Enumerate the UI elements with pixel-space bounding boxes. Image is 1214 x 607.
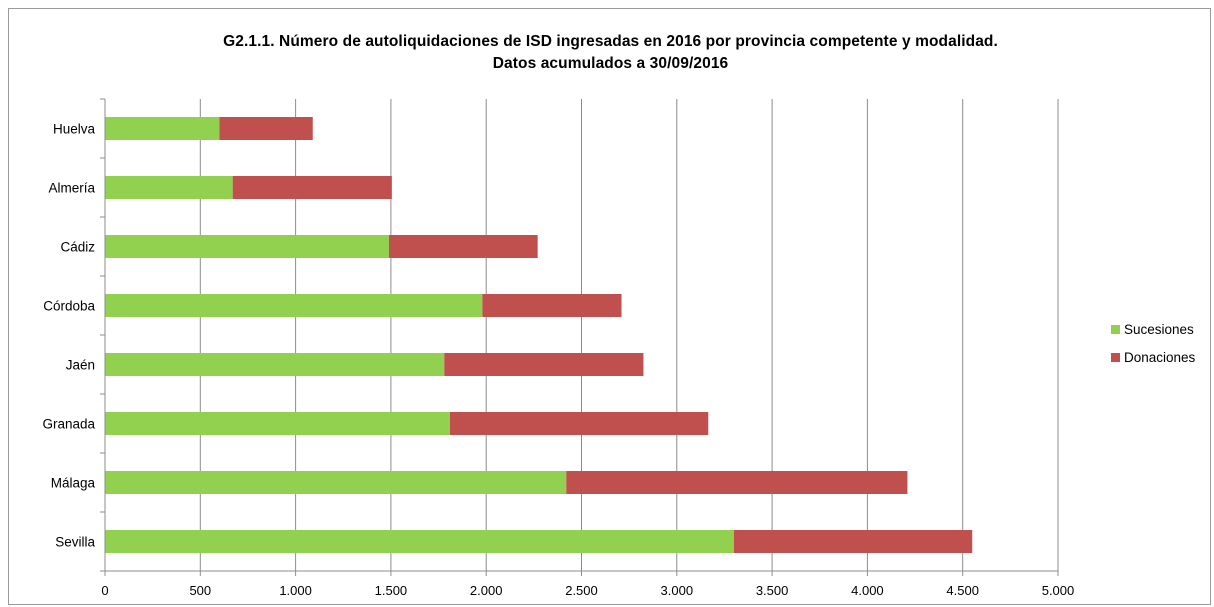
bar-donaciones-almería <box>232 176 392 199</box>
bar-donaciones-cádiz <box>388 235 538 258</box>
legend-swatch-donaciones <box>1111 353 1120 362</box>
bar-donaciones-huelva <box>219 117 313 140</box>
chart-frame: G2.1.1. Número de autoliquidaciones de I… <box>8 8 1211 605</box>
bar-sucesiones-sevilla <box>105 530 734 553</box>
chart-title-line-1: G2.1.1. Número de autoliquidaciones de I… <box>223 33 998 50</box>
y-tick-label: Málaga <box>51 476 96 491</box>
legend: Sucesiones Donaciones <box>1111 322 1196 365</box>
x-tick-label: 2.500 <box>565 583 598 598</box>
y-tick-label: Huelva <box>53 122 96 137</box>
bar-donaciones-jaén <box>444 353 644 376</box>
bar-sucesiones-córdoba <box>105 294 483 317</box>
chart-title: G2.1.1. Número de autoliquidaciones de I… <box>9 31 1212 75</box>
x-tick-label: 2.000 <box>470 583 503 598</box>
x-tick-label: 4.500 <box>946 583 979 598</box>
legend-swatch-sucesiones <box>1111 325 1120 334</box>
chart-title-line-2: Datos acumulados a 30/09/2016 <box>492 55 729 72</box>
legend-label-sucesiones: Sucesiones <box>1124 322 1194 337</box>
bar-donaciones-sevilla <box>733 530 973 553</box>
legend-label-donaciones: Donaciones <box>1124 350 1196 365</box>
bar-donaciones-málaga <box>566 471 908 494</box>
bar-sucesiones-cádiz <box>105 235 389 258</box>
bar-chart: 0 500 1.000 1.500 2.000 2.500 3.000 3.500 4.000 4… <box>42 98 1196 598</box>
x-tick-label: 0 <box>101 583 108 598</box>
bar-sucesiones-jaén <box>105 353 445 376</box>
bars <box>105 117 973 553</box>
gridlines <box>199 99 1059 571</box>
x-tick-label: 5.000 <box>1042 583 1075 598</box>
bar-sucesiones-huelva <box>105 117 220 140</box>
y-tick-label: Jaén <box>66 358 95 373</box>
bar-sucesiones-granada <box>105 412 450 435</box>
x-tick-label: 1.000 <box>279 583 312 598</box>
bar-sucesiones-málaga <box>105 471 567 494</box>
y-tick-label: Córdoba <box>43 299 95 314</box>
x-tick-label: 4.000 <box>851 583 884 598</box>
y-tick-label: Granada <box>42 417 95 432</box>
x-tick-label: 3.500 <box>756 583 789 598</box>
y-tick-label: Almería <box>48 181 95 196</box>
axes: 0 500 1.000 1.500 2.000 2.500 3.000 3.500 4.000 4… <box>42 98 1075 598</box>
y-tick-label: Cádiz <box>60 240 95 255</box>
y-tick-label: Sevilla <box>55 535 95 550</box>
x-tick-label: 3.000 <box>661 583 694 598</box>
x-tick-label: 1.500 <box>375 583 408 598</box>
bar-donaciones-granada <box>449 412 709 435</box>
bar-sucesiones-almería <box>105 176 233 199</box>
x-tick-label: 500 <box>189 583 211 598</box>
bar-donaciones-córdoba <box>482 294 622 317</box>
